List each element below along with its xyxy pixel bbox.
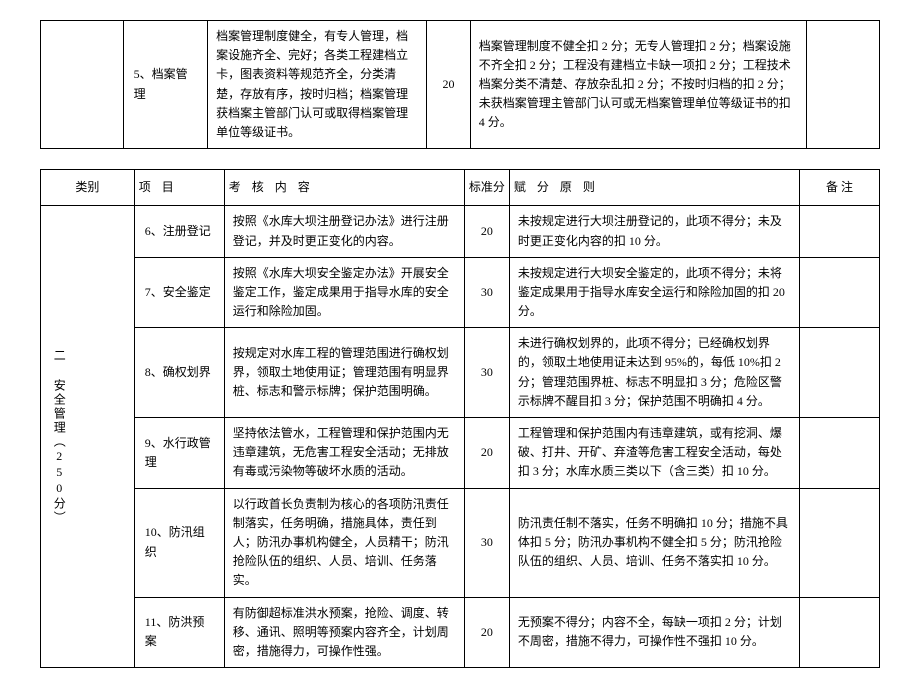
content-cell: 有防御超标准洪水预案，抢险、调度、转移、通讯、照明等预案内容齐全，计划周密，措施…: [224, 597, 464, 668]
main-assessment-table: 类别 项 目 考 核 内 容 标准分 赋 分 原 则 备 注 二 安全管理（25…: [40, 169, 880, 668]
score-cell: 30: [464, 257, 509, 328]
item-cell: 6、注册登记: [134, 206, 224, 257]
principle-cell: 档案管理制度不健全扣 2 分；无专人管理扣 2 分；档案设施不齐全扣 2 分；工…: [470, 21, 806, 149]
item-cell: 8、确权划界: [134, 328, 224, 418]
score-cell: 20: [464, 418, 509, 489]
score-cell: 20: [427, 21, 470, 149]
content-cell: 按照《水库大坝安全鉴定办法》开展安全鉴定工作，鉴定成果用于指导水库的安全运行和除…: [224, 257, 464, 328]
notes-cell: [799, 597, 879, 668]
table-row: 10、防汛组织 以行政首长负责制为核心的各项防汛责任制落实，任务明确，措施具体，…: [41, 488, 880, 597]
principle-cell: 未进行确权划界的，此项不得分；已经确权划界的，领取土地使用证未达到 95%的，每…: [509, 328, 799, 418]
principle-cell: 工程管理和保护范围内有违章建筑，或有挖洞、爆破、打井、开矿、弃渣等危害工程安全活…: [509, 418, 799, 489]
table-row: 5、档案管理 档案管理制度健全，有专人管理，档案设施齐全、完好；各类工程建档立卡…: [41, 21, 880, 149]
table-row: 9、水行政管理 坚持依法管水，工程管理和保护范围内无违章建筑，无危害工程安全活动…: [41, 418, 880, 489]
notes-cell: [799, 328, 879, 418]
score-cell: 30: [464, 488, 509, 597]
principle-cell: 未按规定进行大坝注册登记的，此项不得分；未及时更正变化内容的扣 10 分。: [509, 206, 799, 257]
principle-cell: 防汛责任制不落实，任务不明确扣 10 分；措施不具体扣 5 分；防汛办事机构不健…: [509, 488, 799, 597]
notes-cell: [799, 206, 879, 257]
principle-cell: 未按规定进行大坝安全鉴定的，此项不得分；未将鉴定成果用于指导水库安全运行和除险加…: [509, 257, 799, 328]
item-cell: 5、档案管理: [123, 21, 207, 149]
notes-cell: [799, 418, 879, 489]
top-fragment-table: 5、档案管理 档案管理制度健全，有专人管理，档案设施齐全、完好；各类工程建档立卡…: [40, 20, 880, 149]
notes-cell: [799, 488, 879, 597]
header-row: 类别 项 目 考 核 内 容 标准分 赋 分 原 则 备 注: [41, 170, 880, 206]
item-cell: 9、水行政管理: [134, 418, 224, 489]
category-cell: 二 安全管理（250分）: [41, 206, 135, 668]
header-notes: 备 注: [799, 170, 879, 206]
header-item: 项 目: [134, 170, 224, 206]
content-cell: 按照《水库大坝注册登记办法》进行注册登记，并及时更正变化的内容。: [224, 206, 464, 257]
principle-cell: 无预案不得分；内容不全，每缺一项扣 2 分；计划不周密，措施不得力，可操作性不强…: [509, 597, 799, 668]
table-row: 7、安全鉴定 按照《水库大坝安全鉴定办法》开展安全鉴定工作，鉴定成果用于指导水库…: [41, 257, 880, 328]
content-cell: 以行政首长负责制为核心的各项防汛责任制落实，任务明确，措施具体，责任到人；防汛办…: [224, 488, 464, 597]
header-content: 考 核 内 容: [224, 170, 464, 206]
score-cell: 20: [464, 597, 509, 668]
item-cell: 7、安全鉴定: [134, 257, 224, 328]
item-cell: 11、防洪预案: [134, 597, 224, 668]
item-cell: 10、防汛组织: [134, 488, 224, 597]
header-category: 类别: [41, 170, 135, 206]
header-principle: 赋 分 原 则: [509, 170, 799, 206]
table-row: 11、防洪预案 有防御超标准洪水预案，抢险、调度、转移、通讯、照明等预案内容齐全…: [41, 597, 880, 668]
category-label: 二 安全管理（250分）: [49, 349, 68, 525]
table-row: 二 安全管理（250分） 6、注册登记 按照《水库大坝注册登记办法》进行注册登记…: [41, 206, 880, 257]
table-row: 8、确权划界 按规定对水库工程的管理范围进行确权划界，领取土地使用证；管理范围有…: [41, 328, 880, 418]
content-cell: 坚持依法管水，工程管理和保护范围内无违章建筑，无危害工程安全活动；无排放有毒或污…: [224, 418, 464, 489]
content-cell: 档案管理制度健全，有专人管理，档案设施齐全、完好；各类工程建档立卡，图表资料等规…: [208, 21, 427, 149]
header-score: 标准分: [464, 170, 509, 206]
score-cell: 30: [464, 328, 509, 418]
score-cell: 20: [464, 206, 509, 257]
content-cell: 按规定对水库工程的管理范围进行确权划界，领取土地使用证；管理范围有明显界桩、标志…: [224, 328, 464, 418]
notes-cell: [799, 257, 879, 328]
